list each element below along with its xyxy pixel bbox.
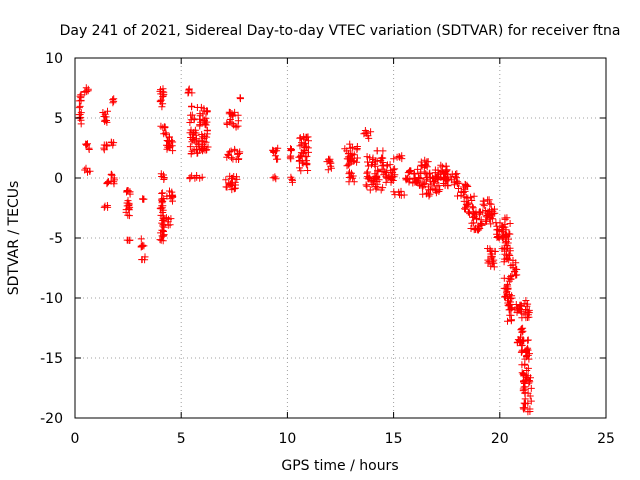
- y-tick-label: 10: [45, 51, 63, 67]
- data-points: [75, 84, 535, 416]
- x-tick-label: 15: [385, 431, 403, 447]
- y-tick-label: -15: [40, 351, 63, 367]
- y-tick-label: -5: [49, 231, 63, 247]
- y-axis-label: SDTVAR / TECUs: [6, 181, 22, 296]
- x-axis-label: GPS time / hours: [281, 458, 398, 474]
- x-tick-label: 0: [71, 431, 80, 447]
- x-tick-label: 10: [278, 431, 296, 447]
- scatter-markers: [75, 84, 535, 416]
- y-tick-label: 5: [54, 111, 63, 127]
- x-ticks: 0 5 10 15 20 25: [71, 58, 615, 447]
- x-tick-label: 25: [597, 431, 615, 447]
- chart-title: Day 241 of 2021, Sidereal Day-to-day VTE…: [60, 23, 621, 39]
- y-ticks: -20 -15 -10 -5 0 5 10: [40, 51, 606, 427]
- y-tick-label: -10: [40, 291, 63, 307]
- x-tick-label: 20: [491, 431, 509, 447]
- x-tick-label: 5: [177, 431, 186, 447]
- y-tick-label: -20: [40, 411, 63, 427]
- y-tick-label: 0: [54, 171, 63, 187]
